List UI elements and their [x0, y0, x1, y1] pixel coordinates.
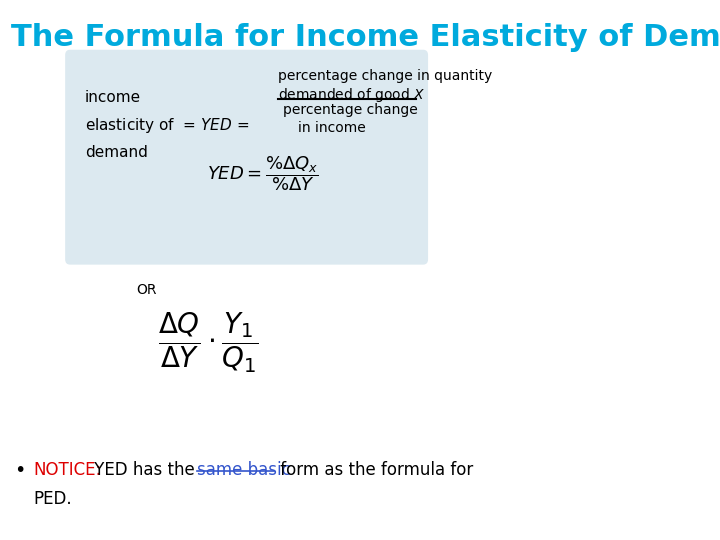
- Text: percentage change: percentage change: [284, 104, 418, 118]
- Text: demanded of good $X$: demanded of good $X$: [279, 86, 426, 104]
- Text: •: •: [14, 461, 25, 480]
- Text: $YED = \dfrac{\%\Delta Q_x}{\%\Delta Y}$: $YED = \dfrac{\%\Delta Q_x}{\%\Delta Y}$: [207, 154, 319, 193]
- Text: PED.: PED.: [33, 490, 72, 508]
- Text: percentage change in quantity: percentage change in quantity: [279, 69, 492, 83]
- Text: income
elasticity of  = $YED$ =
demand: income elasticity of = $YED$ = demand: [85, 90, 249, 160]
- Text: NOTICE:: NOTICE:: [33, 461, 102, 479]
- Text: same basic: same basic: [197, 461, 290, 479]
- Text: YED has the: YED has the: [89, 461, 199, 479]
- Text: The Formula for Income Elasticity of Demand: The Formula for Income Elasticity of Dem…: [12, 23, 720, 52]
- Text: in income: in income: [298, 120, 366, 134]
- Text: OR: OR: [136, 284, 157, 298]
- Text: $\dfrac{\Delta Q}{\Delta Y} \cdot \dfrac{Y_1}{Q_1}$: $\dfrac{\Delta Q}{\Delta Y} \cdot \dfrac…: [158, 310, 259, 375]
- Text: form as the formula for: form as the formula for: [275, 461, 473, 479]
- FancyBboxPatch shape: [65, 50, 428, 265]
